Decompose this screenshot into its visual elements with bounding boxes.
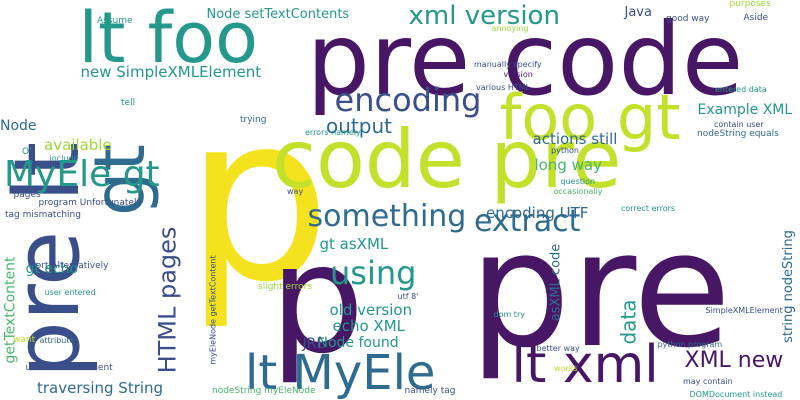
cloud-word: SimpleXMLElement bbox=[705, 306, 783, 315]
cloud-word: dom try bbox=[493, 310, 525, 319]
cloud-word: nodeString equals bbox=[697, 128, 779, 139]
cloud-word: nodeString myEleNode bbox=[212, 385, 316, 396]
cloud-word: Example XML bbox=[697, 102, 793, 118]
cloud-word: getTextContent bbox=[1, 256, 18, 364]
cloud-word: DOMDocument instead bbox=[689, 390, 783, 399]
cloud-word: string nodeString bbox=[780, 229, 796, 343]
cloud-word: way bbox=[287, 187, 304, 196]
cloud-word: slight errors bbox=[258, 281, 312, 292]
cloud-word: Node found bbox=[317, 335, 399, 351]
cloud-word: output bbox=[326, 114, 392, 138]
cloud-word: Assume bbox=[97, 15, 133, 26]
cloud-word: xml version bbox=[408, 1, 560, 31]
cloud-word: use DOMDocument bbox=[25, 362, 113, 373]
cloud-word: available bbox=[44, 135, 112, 154]
cloud-word: HTML pages bbox=[152, 226, 181, 374]
cloud-word: lt MyEle bbox=[245, 345, 436, 400]
cloud-word: utf 8' bbox=[397, 292, 419, 301]
cloud-word: Node setTextContents bbox=[206, 6, 350, 22]
cloud-word: various HTML bbox=[476, 83, 531, 92]
cloud-word: python program bbox=[657, 340, 723, 349]
cloud-word: tag mismatching bbox=[5, 209, 81, 220]
cloud-word: Node bbox=[0, 118, 37, 134]
cloud-word: may contain bbox=[683, 377, 733, 386]
cloud-word: errors namely bbox=[305, 128, 361, 137]
cloud-word: attribute bbox=[39, 336, 75, 345]
cloud-word: actions still bbox=[532, 129, 618, 148]
cloud-word: asXML code bbox=[548, 243, 564, 321]
cloud-word: old version bbox=[329, 300, 413, 319]
cloud-word: correct errors bbox=[621, 204, 676, 213]
cloud-word: user entered bbox=[44, 288, 96, 297]
cloud-word: code pre bbox=[272, 113, 622, 206]
cloud-word: gt echo bbox=[25, 261, 79, 277]
cloud-word: long way bbox=[534, 155, 602, 174]
cloud-word: p bbox=[185, 66, 331, 333]
cloud-word: p bbox=[269, 213, 365, 387]
cloud-word: namely tag bbox=[404, 385, 456, 396]
cloud-word: annoying bbox=[491, 24, 529, 33]
cloud-word: echo XML bbox=[332, 316, 406, 335]
cloud-word: encoding bbox=[334, 81, 482, 119]
cloud-word: lt xml bbox=[511, 335, 659, 395]
cloud-word: python bbox=[551, 146, 579, 155]
cloud-word: XML new bbox=[684, 348, 784, 373]
cloud-word: include bbox=[49, 154, 79, 163]
cloud-word: purposes bbox=[729, 0, 771, 9]
cloud-word: want bbox=[13, 334, 36, 345]
cloud-word: Java bbox=[624, 4, 652, 20]
cloud-word: program Unfortunately bbox=[38, 197, 142, 208]
cloud-word: occasionally bbox=[553, 187, 603, 196]
cloud-word: data bbox=[616, 299, 641, 345]
cloud-word: good way bbox=[666, 13, 710, 24]
cloud-word: better way bbox=[536, 344, 580, 353]
cloud-word: lt foo bbox=[78, 0, 258, 79]
cloud-word: pre code bbox=[306, 1, 744, 118]
cloud-word: contain user bbox=[714, 120, 764, 129]
cloud-word: trying bbox=[240, 114, 267, 125]
cloud-word: pages bbox=[13, 189, 41, 200]
cloud-word: traversing String bbox=[37, 378, 164, 397]
cloud-word: MyEle gt bbox=[4, 154, 160, 195]
cloud-word: myEleNode getTextContent bbox=[208, 255, 218, 365]
cloud-word: Aside bbox=[743, 12, 769, 23]
cloud-word: O' bbox=[22, 146, 32, 157]
cloud-word: question bbox=[560, 177, 596, 186]
cloud-word: gt asXML bbox=[319, 234, 389, 253]
cloud-word: extract bbox=[474, 204, 581, 239]
cloud-word: JRE bbox=[302, 336, 326, 352]
cloud-word: new SimpleXMLElement bbox=[80, 62, 262, 81]
cloud-word: something bbox=[307, 199, 467, 234]
cloud-word: entered data bbox=[715, 85, 767, 94]
cloud-word: works bbox=[554, 364, 578, 373]
cloud-word: version bbox=[503, 70, 533, 79]
cloud-word: encoding UTF bbox=[486, 203, 589, 222]
cloud-word: using bbox=[330, 254, 417, 292]
cloud-word: tell bbox=[121, 97, 136, 108]
cloud-word: pre bbox=[469, 196, 732, 383]
cloud-word: sort Alternatively bbox=[31, 260, 109, 271]
cloud-word: manually specify bbox=[474, 60, 542, 69]
cloud-word: foo gt bbox=[499, 81, 681, 154]
